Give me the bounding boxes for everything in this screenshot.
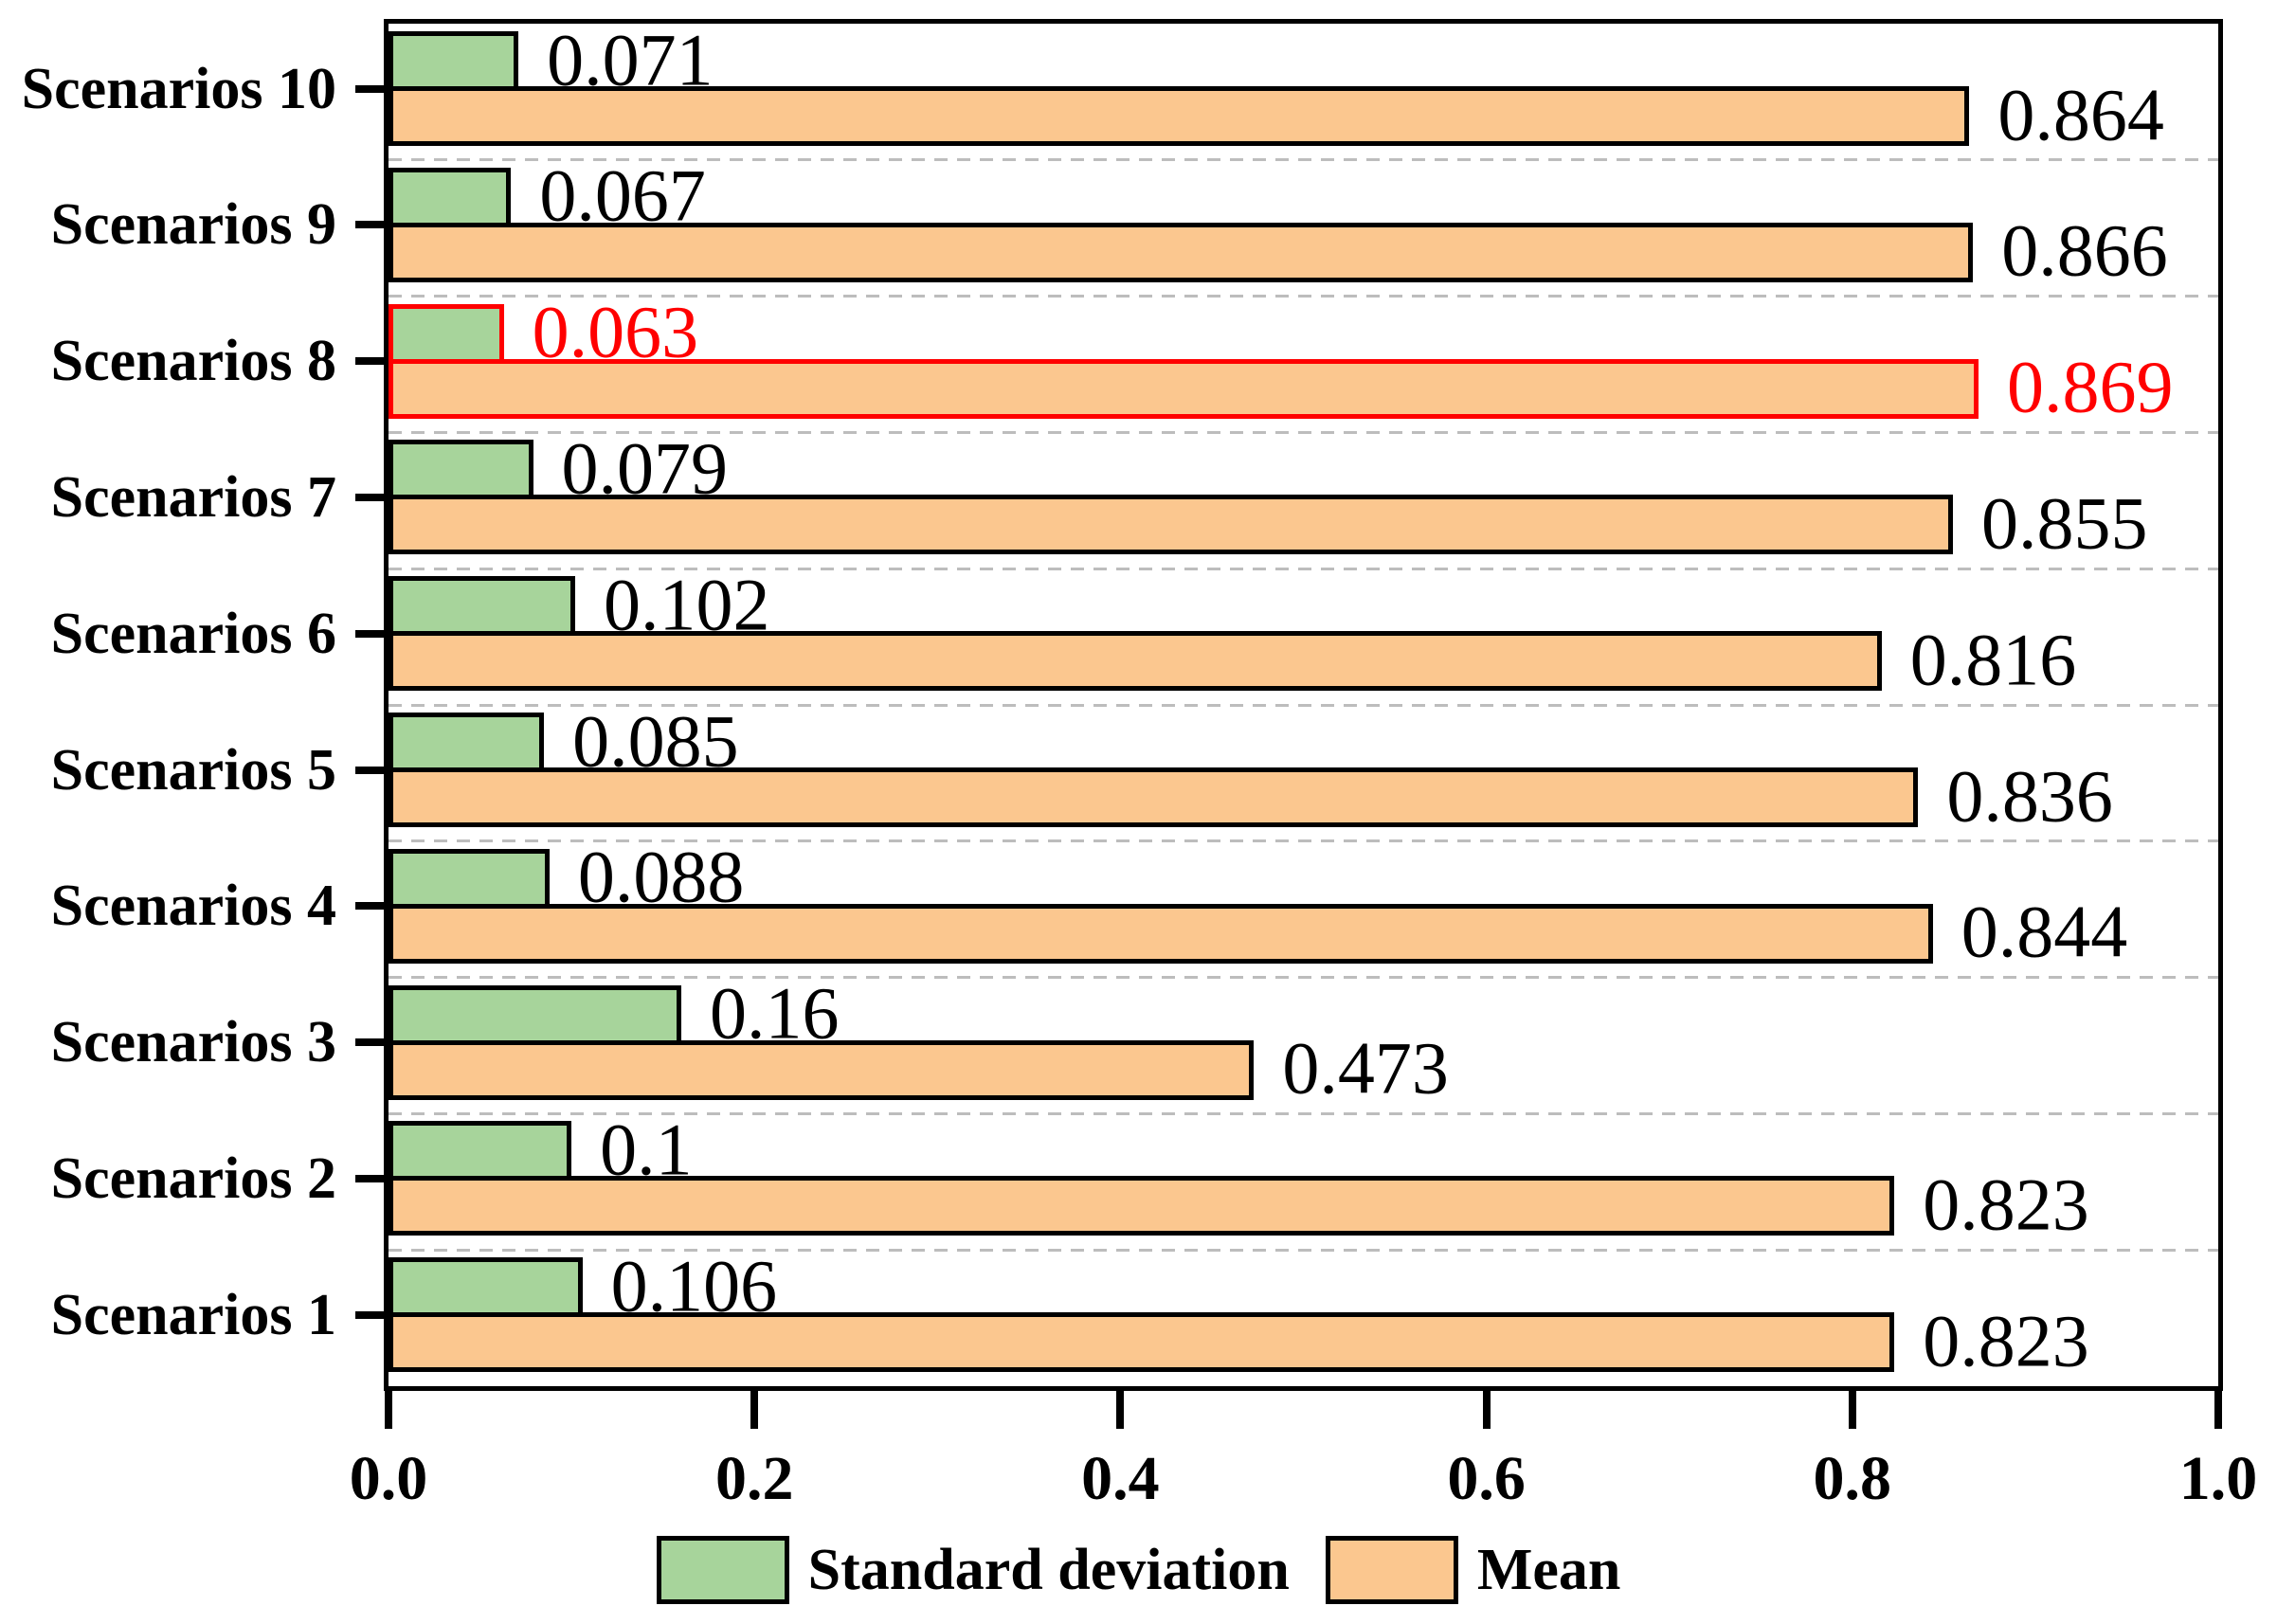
- x-axis-tick-label: 0.4: [1081, 1444, 1160, 1513]
- bar-mean: [389, 631, 1882, 692]
- x-tick: [1848, 1391, 1856, 1429]
- gridline: [389, 430, 2218, 434]
- value-label-mean: 0.866: [2001, 208, 2168, 292]
- gridline: [389, 295, 2218, 298]
- value-label-standard-deviation: 0.063: [532, 290, 699, 373]
- bar-mean: [389, 86, 1970, 146]
- gridline: [389, 839, 2218, 843]
- y-axis-label: Scenarios 6: [50, 601, 336, 666]
- bar-standard-deviation: [389, 167, 512, 227]
- bar-standard-deviation: [389, 303, 504, 364]
- value-label-mean: 0.823: [1923, 1163, 2089, 1246]
- value-label-standard-deviation: 0.085: [572, 698, 739, 782]
- bar-mean: [389, 903, 1933, 964]
- legend-swatch-mean: [1325, 1536, 1458, 1604]
- bar-standard-deviation: [389, 576, 575, 637]
- value-label-standard-deviation: 0.102: [603, 563, 770, 646]
- x-tick: [2214, 1391, 2222, 1429]
- bar-standard-deviation: [389, 984, 681, 1045]
- bar-mean: [389, 1039, 1255, 1100]
- bar-standard-deviation: [389, 1257, 583, 1318]
- value-label-mean: 0.864: [1997, 72, 2164, 155]
- bar-standard-deviation: [389, 848, 550, 909]
- gridline: [389, 1248, 2218, 1252]
- value-label-mean: 0.816: [1909, 618, 2077, 701]
- value-label-mean: 0.823: [1923, 1299, 2089, 1382]
- y-tick: [355, 493, 389, 501]
- y-axis-label: Scenarios 10: [21, 56, 336, 121]
- bar-mean: [389, 767, 1919, 827]
- x-axis-tick-label: 1.0: [2178, 1444, 2258, 1513]
- value-label-standard-deviation: 0.16: [709, 971, 840, 1055]
- value-label-mean: 0.836: [1946, 753, 2113, 837]
- y-axis-label: Scenarios 3: [50, 1010, 336, 1075]
- legend-item-standard-deviation: Standard deviation: [656, 1536, 1290, 1604]
- value-label-mean: 0.855: [1981, 481, 2148, 565]
- value-label-standard-deviation: 0.106: [610, 1244, 778, 1327]
- bar-mean: [389, 222, 1974, 282]
- bar-mean: [389, 1312, 1895, 1373]
- gridline: [389, 703, 2218, 707]
- bar-standard-deviation: [389, 1121, 572, 1182]
- y-tick: [355, 221, 389, 229]
- y-tick: [355, 357, 389, 366]
- legend: Standard deviation Mean: [0, 1527, 2277, 1613]
- value-label-mean: 0.473: [1282, 1026, 1449, 1110]
- plot-area: 0.071 0.864 0.067 0.866 0.063 0.869 0.079 0.855…: [384, 19, 2223, 1391]
- x-axis-tick-label: 0.0: [349, 1444, 428, 1513]
- gridline: [389, 1111, 2218, 1115]
- legend-item-mean: Mean: [1325, 1536, 1621, 1604]
- value-label-mean: 0.844: [1961, 890, 2128, 973]
- y-tick: [355, 1310, 389, 1319]
- value-label-mean: 0.869: [2007, 345, 2174, 428]
- y-tick: [355, 84, 389, 93]
- bar-standard-deviation: [389, 440, 533, 500]
- x-tick: [1116, 1391, 1125, 1429]
- y-tick: [355, 902, 389, 911]
- y-axis-label: Scenarios 2: [50, 1146, 336, 1211]
- value-label-standard-deviation: 0.071: [547, 17, 714, 100]
- y-axis-label: Scenarios 7: [50, 464, 336, 530]
- gridline: [389, 567, 2218, 570]
- bar-mean: [389, 358, 1979, 419]
- value-label-standard-deviation: 0.088: [577, 835, 745, 918]
- legend-swatch-standard-deviation: [656, 1536, 789, 1604]
- bar-mean: [389, 495, 1953, 555]
- x-tick: [1482, 1391, 1491, 1429]
- x-axis-tick-label: 0.6: [1447, 1444, 1526, 1513]
- x-axis-tick-label: 0.8: [1813, 1444, 1892, 1513]
- y-tick: [355, 629, 389, 638]
- y-tick: [355, 1038, 389, 1047]
- x-tick: [385, 1391, 392, 1429]
- bar-mean: [389, 1176, 1895, 1236]
- bar-standard-deviation: [389, 713, 545, 772]
- y-tick: [355, 1174, 389, 1182]
- x-axis-tick-label: 0.2: [714, 1444, 794, 1513]
- value-label-standard-deviation: 0.067: [539, 153, 706, 237]
- y-axis-label: Scenarios 4: [50, 874, 336, 939]
- y-axis-label: Scenarios 1: [50, 1282, 336, 1347]
- y-axis-label: Scenarios 9: [50, 192, 336, 258]
- y-axis-label: Scenarios 8: [50, 329, 336, 394]
- value-label-standard-deviation: 0.079: [561, 426, 729, 510]
- legend-label-standard-deviation: Standard deviation: [807, 1538, 1290, 1602]
- gridline: [389, 976, 2218, 980]
- gridline: [389, 158, 2218, 162]
- value-label-standard-deviation: 0.1: [600, 1108, 693, 1191]
- legend-label-mean: Mean: [1476, 1538, 1621, 1602]
- y-axis-label: Scenarios 5: [50, 737, 336, 803]
- bar-standard-deviation: [389, 31, 519, 91]
- x-tick: [750, 1391, 759, 1429]
- y-tick: [355, 766, 389, 774]
